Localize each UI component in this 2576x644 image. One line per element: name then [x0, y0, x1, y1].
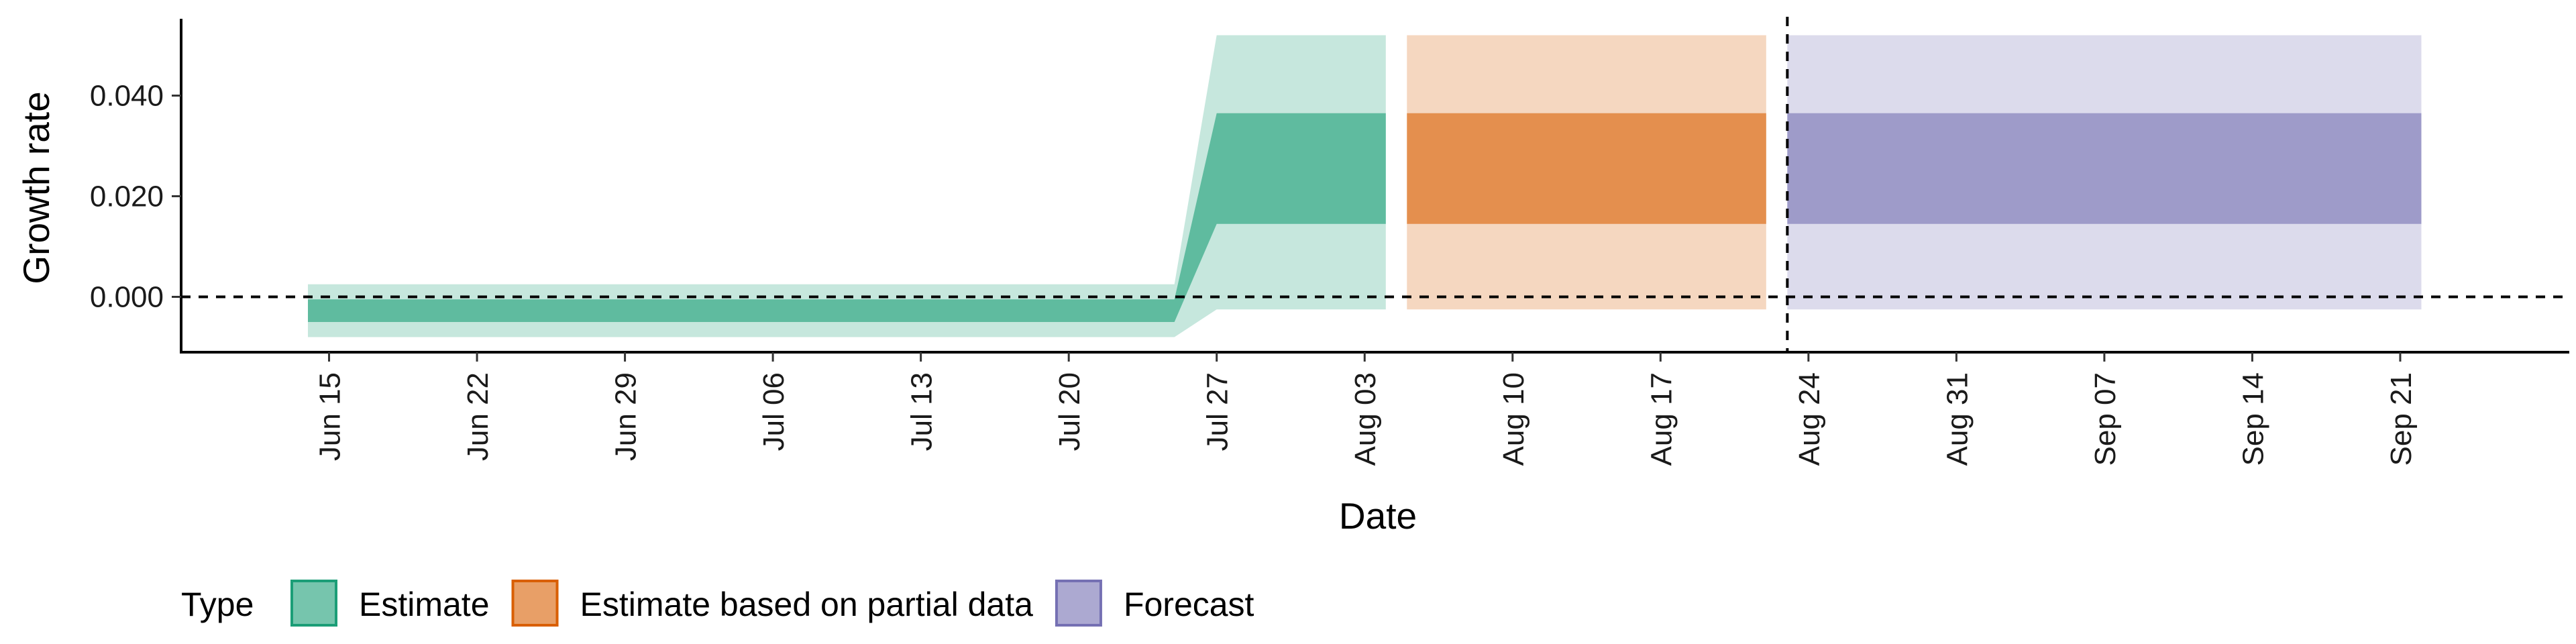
- x-tick-label: Jul 06: [757, 372, 790, 451]
- x-tick-label: Jul 27: [1201, 372, 1234, 451]
- legend: Type Estimate Estimate based on partial d…: [181, 580, 1254, 627]
- legend-swatch: [290, 580, 337, 627]
- x-tick-label: Aug 10: [1497, 372, 1530, 466]
- x-tick-label: Aug 17: [1645, 372, 1678, 466]
- legend-label: Estimate: [359, 586, 490, 623]
- x-tick-label: Aug 03: [1349, 372, 1382, 466]
- x-tick-label: Sep 21: [2385, 372, 2418, 466]
- inner-band-series-1: [1407, 113, 1766, 224]
- legend-swatch: [1055, 580, 1102, 627]
- x-tick-label: Sep 14: [2237, 372, 2269, 466]
- x-tick-label: Aug 31: [1941, 372, 1974, 466]
- x-tick-label: Jun 29: [610, 372, 643, 461]
- x-tick-label: Aug 24: [1793, 372, 1826, 466]
- chart-bands: [308, 35, 2422, 337]
- y-tick-label: 0.020: [90, 180, 164, 213]
- x-tick-label: Jun 15: [314, 372, 347, 461]
- y-tick-label: 0.000: [90, 281, 164, 314]
- legend-label: Forecast: [1124, 586, 1254, 623]
- inner-band-series-2: [1787, 113, 2422, 224]
- y-axis-title: Growth rate: [15, 91, 57, 284]
- x-tick-label: Jun 22: [462, 372, 494, 461]
- legend-title: Type: [181, 586, 254, 623]
- legend-label: Estimate based on partial data: [580, 586, 1034, 623]
- y-tick-label: 0.040: [90, 80, 164, 113]
- reference-lines: [181, 17, 2569, 352]
- x-axis-title: Date: [1339, 495, 1417, 537]
- chart-axes: 0.000 0.020 0.040 Jun 15 Jun 22 Jun 29 Jul 06 J…: [90, 19, 2569, 466]
- x-tick-label: Sep 07: [2089, 372, 2122, 466]
- x-tick-label: Jul 13: [906, 372, 938, 451]
- x-tick-label: Jul 20: [1053, 372, 1086, 451]
- inner-band-series-0: [308, 113, 1386, 323]
- legend-swatch: [511, 580, 559, 627]
